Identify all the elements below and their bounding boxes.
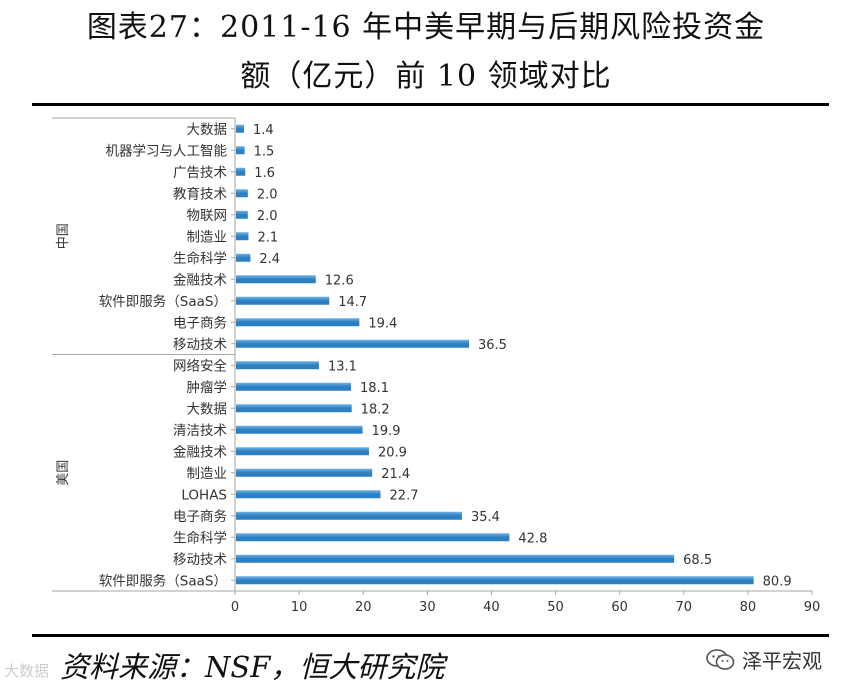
bar — [236, 533, 510, 542]
data-label: 18.1 — [360, 381, 389, 396]
category-label: 制造业 — [187, 229, 228, 245]
data-label: 12.6 — [325, 273, 354, 288]
bar — [236, 146, 245, 155]
data-label: 20.9 — [378, 445, 407, 460]
data-label: 68.5 — [683, 553, 712, 568]
data-label: 2.0 — [257, 187, 278, 202]
category-label: 广告技术 — [173, 165, 227, 181]
data-label: 80.9 — [763, 574, 792, 589]
chart-title-line-1: 图表27：2011-16 年中美早期与后期风险投资金 — [86, 10, 766, 45]
bar — [236, 425, 363, 434]
data-label: 1.4 — [253, 123, 274, 138]
brand-label: 泽平宏观 — [706, 645, 822, 674]
category-label: 电子商务 — [173, 509, 227, 525]
bottom-rule — [32, 634, 829, 637]
category-label: 教育技术 — [173, 186, 227, 202]
top-rule — [32, 103, 829, 106]
group-label: 中国 — [56, 223, 71, 249]
category-label: 机器学习与人工智能 — [106, 143, 228, 159]
bar — [236, 468, 373, 477]
category-label: 金融技术 — [173, 272, 227, 288]
data-label: 42.8 — [518, 531, 547, 546]
bar — [236, 318, 360, 327]
data-label: 2.0 — [257, 209, 278, 224]
source-note: 资料来源：NSF，恒大研究院 — [60, 650, 445, 684]
bar — [236, 275, 316, 284]
bar — [236, 253, 251, 262]
bar — [236, 361, 319, 370]
category-label: 软件即服务（SaaS） — [99, 294, 227, 310]
bar — [236, 404, 352, 413]
category-label: 生命科学 — [173, 529, 227, 546]
bar — [236, 447, 369, 456]
category-label: 电子商务 — [173, 315, 227, 331]
data-label: 2.1 — [257, 230, 278, 245]
x-tick-label: 20 — [355, 600, 372, 615]
category-label: 网络安全 — [173, 357, 227, 374]
category-label: LOHAS — [181, 487, 227, 503]
category-label: 肿瘤学 — [187, 379, 228, 396]
category-label: 清洁技术 — [173, 423, 227, 439]
data-label: 35.4 — [471, 510, 500, 525]
x-tick-label: 80 — [740, 600, 757, 615]
bar — [236, 339, 470, 348]
data-label: 36.5 — [478, 338, 507, 353]
data-label: 1.6 — [254, 166, 275, 181]
x-tick-label: 10 — [291, 600, 308, 615]
bar — [236, 296, 330, 305]
category-label: 物联网 — [187, 208, 228, 224]
bar — [236, 576, 754, 585]
category-label: 生命科学 — [173, 250, 227, 267]
data-label: 18.2 — [361, 402, 390, 417]
x-tick-label: 90 — [804, 600, 821, 615]
chart-title-line-2: 额（亿元）前 10 领域对比 — [240, 59, 612, 94]
data-label: 21.4 — [381, 467, 410, 482]
data-label: 1.5 — [254, 144, 275, 159]
data-label: 22.7 — [390, 488, 419, 503]
category-label: 大数据 — [187, 122, 228, 138]
category-label: 大数据 — [187, 401, 228, 417]
brand-name: 泽平宏观 — [742, 649, 822, 673]
bar — [236, 554, 675, 563]
bar — [236, 511, 462, 520]
category-label: 软件即服务（SaaS） — [99, 573, 227, 589]
data-label: 14.7 — [338, 295, 367, 310]
x-tick-label: 30 — [419, 600, 436, 615]
category-label: 制造业 — [187, 466, 228, 482]
bar — [236, 167, 246, 176]
category-label: 移动技术 — [173, 337, 227, 353]
bar — [236, 232, 249, 241]
bar — [236, 382, 352, 391]
x-tick-label: 60 — [611, 600, 628, 615]
x-tick-label: 70 — [676, 600, 693, 615]
data-label: 2.4 — [259, 252, 280, 267]
data-label: 13.1 — [328, 359, 357, 374]
bar — [236, 490, 381, 499]
watermark: 大数据 — [4, 662, 50, 680]
category-label: 移动技术 — [173, 552, 227, 568]
data-label: 19.4 — [368, 316, 397, 331]
bar — [236, 189, 248, 198]
category-label: 金融技术 — [173, 444, 227, 460]
x-tick-label: 40 — [483, 600, 500, 615]
x-tick-label: 0 — [231, 600, 239, 615]
wechat-icon — [706, 648, 735, 670]
group-label: 美国 — [56, 460, 71, 486]
bar — [236, 210, 248, 219]
x-tick-label: 50 — [547, 600, 564, 615]
data-label: 19.9 — [372, 424, 401, 439]
bar — [236, 124, 244, 133]
